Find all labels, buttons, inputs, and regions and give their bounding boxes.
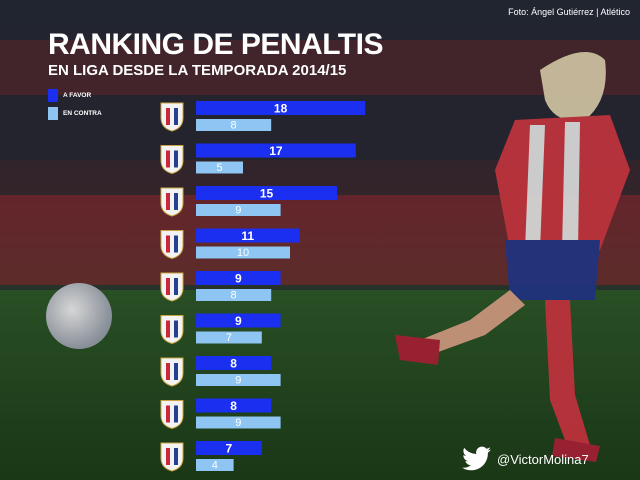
label-en-contra-0: 8 [231, 120, 237, 132]
twitter-handle[interactable]: @VictorMolina7 [462, 446, 589, 472]
label-en-contra-6: 9 [235, 375, 241, 387]
bar-en-contra-0 [196, 119, 272, 131]
bar-en-contra-5 [196, 331, 262, 344]
bar-en-contra-2 [196, 204, 281, 216]
real-madrid-crest-icon [160, 102, 184, 132]
bar-a-favor-4 [196, 271, 281, 285]
label-en-contra-1: 5 [216, 162, 222, 174]
barcelona-crest-icon [160, 145, 184, 175]
player-decoration [395, 52, 630, 462]
label-en-contra-8: 4 [212, 460, 218, 472]
label-en-contra-2: 9 [235, 205, 241, 217]
bar-a-favor-2 [196, 186, 337, 200]
bar-en-contra-1 [196, 161, 243, 174]
label-a-favor-5: 9 [235, 314, 242, 328]
label-a-favor-7: 8 [230, 399, 237, 413]
bar-a-favor-1 [196, 143, 356, 158]
legend-label-en-contra: EN CONTRA [63, 109, 102, 117]
bar-a-favor-7 [196, 398, 272, 413]
label-a-favor-3: 11 [241, 229, 254, 243]
legend-label-a-favor: A FAVOR [63, 91, 92, 99]
chart-title: RANKING DE PENALTIS [48, 28, 383, 61]
sevilla-crest-icon [160, 187, 184, 217]
legend-swatch-en-contra [48, 106, 58, 120]
athletic-crest-icon [160, 400, 184, 430]
bar-a-favor-3 [196, 228, 300, 243]
twitter-handle-text: @VictorMolina7 [497, 451, 589, 467]
label-a-favor-0: 18 [274, 102, 288, 116]
photo-credit: Foto: Ángel Gutiérrez | Atlético [508, 7, 630, 17]
label-a-favor-8: 7 [226, 442, 233, 456]
bar-en-contra-3 [196, 246, 290, 259]
ball-decoration [46, 283, 112, 349]
label-en-contra-7: 9 [235, 417, 241, 429]
label-a-favor-2: 15 [260, 187, 274, 201]
atletico-crest-icon [160, 442, 184, 472]
bar-a-favor-8 [196, 441, 262, 455]
bar-en-contra-4 [196, 289, 272, 301]
label-en-contra-3: 10 [237, 247, 249, 259]
bar-en-contra-7 [196, 416, 281, 429]
label-a-favor-4: 9 [235, 272, 242, 286]
deportivo-crest-icon [160, 357, 184, 387]
chart-legend: A FAVOR EN CONTRA [48, 86, 102, 122]
malaga-crest-icon [160, 315, 184, 345]
celta-crest-icon [160, 272, 184, 302]
legend-swatch-a-favor [48, 88, 58, 102]
label-a-favor-6: 8 [230, 357, 237, 371]
twitter-bird-icon [462, 446, 491, 471]
legend-item-en-contra: EN CONTRA [48, 104, 102, 122]
label-a-favor-1: 17 [269, 144, 283, 158]
legend-item-a-favor: A FAVOR [48, 86, 102, 104]
bar-en-contra-8 [196, 459, 234, 471]
bar-a-favor-0 [196, 101, 366, 115]
label-en-contra-4: 8 [231, 290, 237, 302]
bar-a-favor-6 [196, 356, 272, 370]
chart-subtitle: EN LIGA DESDE LA TEMPORADA 2014/15 [48, 62, 347, 79]
label-en-contra-5: 7 [226, 332, 232, 344]
bar-a-favor-5 [196, 313, 281, 328]
valencia-crest-icon [160, 230, 184, 260]
bar-en-contra-6 [196, 374, 281, 386]
